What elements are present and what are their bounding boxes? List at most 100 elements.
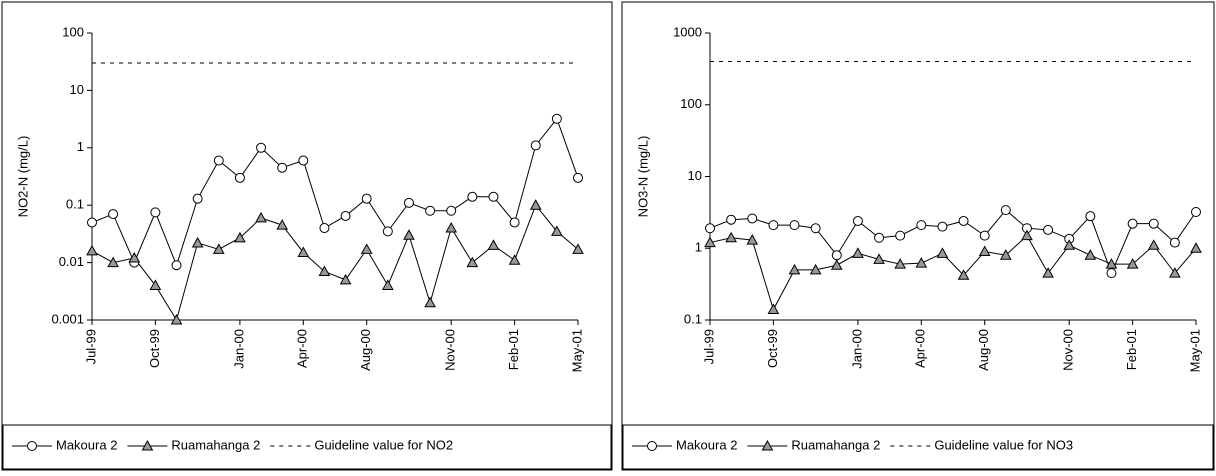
marker xyxy=(852,215,863,226)
marker xyxy=(27,441,37,451)
marker xyxy=(467,191,478,202)
marker xyxy=(726,214,737,225)
y-tick-label: 100 xyxy=(62,24,84,39)
marker xyxy=(1000,205,1011,216)
y-tick-label: 0.001 xyxy=(51,311,84,326)
marker xyxy=(767,303,780,315)
marker xyxy=(403,197,414,208)
marker xyxy=(171,260,182,271)
marker xyxy=(150,207,161,218)
marker xyxy=(256,142,267,153)
legend-label: Ruamahanga 2 xyxy=(171,437,260,452)
y-tick-label: 100 xyxy=(680,96,702,111)
marker xyxy=(340,210,351,221)
panel-frame xyxy=(621,1,1215,471)
x-tick-label: May-01 xyxy=(569,329,584,372)
marker xyxy=(647,441,657,451)
y-tick-label: 0.1 xyxy=(684,311,702,326)
marker xyxy=(1084,249,1097,260)
marker xyxy=(874,232,885,243)
x-tick-label: Jul-99 xyxy=(701,329,716,364)
x-tick-label: Apr-00 xyxy=(913,329,928,368)
marker xyxy=(788,263,801,275)
marker xyxy=(107,256,119,268)
marker xyxy=(255,211,267,223)
legend-label: Guideline value for NO3 xyxy=(934,437,1073,452)
marker xyxy=(831,250,842,261)
marker xyxy=(978,245,991,257)
marker xyxy=(1169,237,1180,248)
marker xyxy=(873,253,885,264)
marker xyxy=(999,249,1012,260)
x-tick-label: Aug-00 xyxy=(358,329,373,371)
marker xyxy=(339,273,352,285)
marker xyxy=(297,246,310,257)
marker xyxy=(704,236,716,248)
marker xyxy=(958,215,969,226)
marker xyxy=(445,222,458,233)
x-tick-label: Jan-00 xyxy=(231,329,246,369)
x-tick-label: Nov-00 xyxy=(443,329,458,371)
marker xyxy=(298,155,309,166)
marker xyxy=(1169,267,1181,278)
marker xyxy=(466,256,479,268)
marker xyxy=(234,172,245,183)
marker xyxy=(1147,239,1160,250)
marker xyxy=(937,221,948,232)
marker xyxy=(1190,242,1202,253)
marker xyxy=(1042,267,1054,278)
marker xyxy=(1106,268,1117,279)
marker xyxy=(894,258,907,269)
marker xyxy=(1191,207,1201,218)
marker xyxy=(424,296,436,308)
series-line xyxy=(91,117,579,267)
x-tick-label: Oct-99 xyxy=(765,329,780,368)
marker xyxy=(86,244,98,256)
marker xyxy=(916,220,927,231)
marker xyxy=(572,243,584,254)
marker xyxy=(1085,211,1096,222)
marker xyxy=(360,243,373,254)
marker xyxy=(529,199,542,210)
marker xyxy=(192,193,203,204)
marker xyxy=(382,226,393,237)
marker xyxy=(530,140,541,151)
marker xyxy=(551,113,562,124)
y-tick-label: 1000 xyxy=(673,24,702,39)
y-tick-label: 1 xyxy=(695,240,702,255)
y-tick-label: 10 xyxy=(688,168,702,183)
y-axis-label: NO3-N (mg/L) xyxy=(635,136,650,218)
y-axis-label: NO2-N (mg/L) xyxy=(15,136,30,218)
marker xyxy=(149,279,162,290)
marker xyxy=(508,254,521,265)
series-line xyxy=(709,234,1197,311)
x-tick-label: Aug-00 xyxy=(976,329,991,371)
marker xyxy=(789,220,800,231)
legend-box xyxy=(622,424,1214,470)
marker xyxy=(277,162,288,173)
legend-label: Makoura 2 xyxy=(56,437,117,452)
marker xyxy=(213,155,224,166)
legend-label: Makoura 2 xyxy=(676,437,737,452)
marker xyxy=(446,205,457,216)
marker xyxy=(551,225,563,236)
marker xyxy=(319,223,330,234)
marker xyxy=(895,230,906,241)
x-tick-label: Oct-99 xyxy=(147,329,162,368)
marker xyxy=(1148,218,1159,229)
marker xyxy=(852,247,864,258)
marker xyxy=(810,223,821,234)
marker xyxy=(403,229,415,240)
marker xyxy=(1126,258,1139,269)
marker xyxy=(746,234,759,245)
marker xyxy=(1105,258,1118,269)
marker xyxy=(141,439,154,451)
x-tick-label: Nov-00 xyxy=(1061,329,1076,371)
marker xyxy=(705,223,715,234)
marker xyxy=(979,230,990,241)
marker xyxy=(768,220,779,231)
marker xyxy=(87,217,97,228)
marker xyxy=(509,217,520,228)
marker xyxy=(1063,239,1076,250)
